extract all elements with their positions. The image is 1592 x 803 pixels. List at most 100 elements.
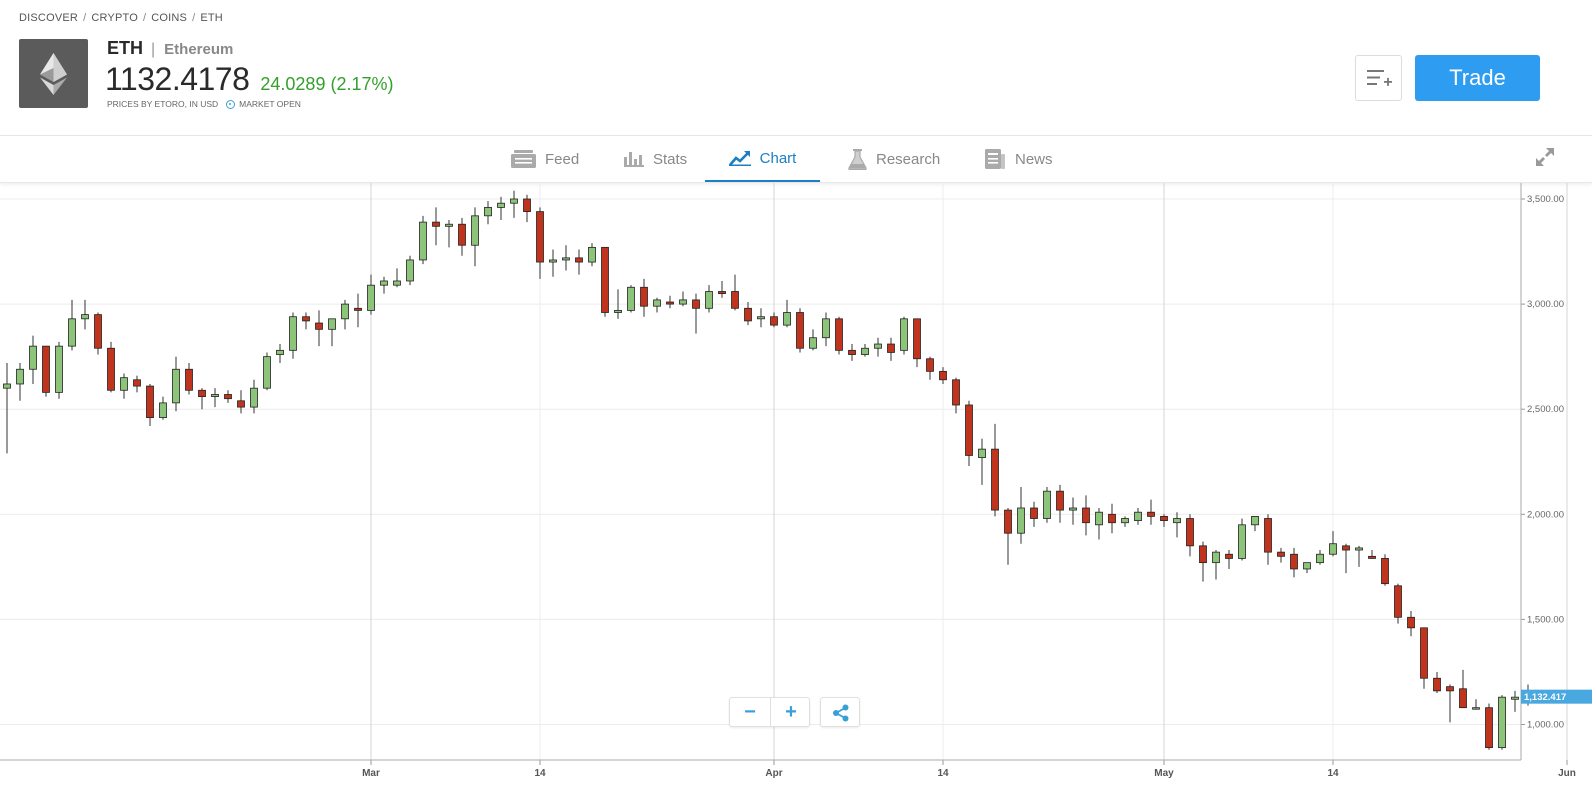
candlestick-chart[interactable]: 3,500.00 3,000.00 2,500.00 2,000.00 1,500.00…: [0, 183, 1592, 798]
x-tick-label: Jun: [1558, 768, 1576, 779]
candle-body: [965, 404, 973, 456]
candle-body: [1485, 707, 1493, 749]
candle-body: [94, 314, 102, 349]
candle-body: [640, 286, 648, 307]
candle-body: [1290, 553, 1298, 570]
candle-body: [172, 368, 180, 404]
candle-body: [1186, 518, 1194, 547]
candle-body: [1355, 547, 1363, 551]
candle-body: [783, 312, 791, 326]
candle-body: [458, 223, 466, 246]
candle-body: [1082, 507, 1090, 524]
candle-body: [380, 280, 388, 286]
candle-body: [1368, 555, 1376, 559]
candle-body: [3, 383, 11, 389]
chart-icon: [728, 151, 751, 166]
breadcrumb-discover[interactable]: DISCOVER: [19, 12, 79, 24]
candle-body: [952, 379, 960, 406]
candle-body: [614, 310, 622, 313]
current-price-tag-label: 1,132.417: [1524, 692, 1566, 703]
breadcrumb-eth: ETH: [200, 12, 223, 24]
tab-feed[interactable]: Feed: [511, 136, 579, 182]
candle-body: [978, 448, 986, 458]
tab-research[interactable]: Research: [848, 136, 940, 182]
candle-body: [1069, 507, 1077, 511]
candle-body: [1433, 677, 1441, 692]
share-chart-button[interactable]: [820, 697, 860, 727]
candle-body: [1329, 543, 1337, 555]
candle-body: [1420, 627, 1428, 679]
candle-body: [523, 198, 531, 213]
candle-body: [627, 286, 635, 311]
market-status-icon: [226, 99, 236, 109]
candle-body: [1225, 553, 1233, 559]
candle-body: [198, 389, 206, 397]
candle-body: [1394, 585, 1402, 618]
candle-body: [549, 259, 557, 263]
trade-button[interactable]: Trade: [1415, 55, 1540, 101]
candle-body: [1121, 518, 1129, 524]
candle-body: [692, 299, 700, 309]
expand-fullscreen-icon[interactable]: [1535, 147, 1555, 167]
tab-news[interactable]: News: [985, 136, 1053, 182]
candle-body: [315, 322, 323, 330]
candle-body: [29, 345, 37, 370]
prices-by-label: PRICES BY ETORO, IN USD: [107, 99, 219, 109]
candle-body: [185, 368, 193, 391]
candle-body: [848, 349, 856, 355]
x-tick-label: Apr: [765, 768, 782, 779]
candle-body: [341, 303, 349, 320]
candle-body: [1251, 516, 1259, 526]
x-tick-label: 14: [937, 768, 949, 779]
breadcrumb-separator: /: [83, 12, 87, 24]
x-tick-label: 14: [534, 768, 546, 779]
candle-body: [211, 394, 219, 397]
y-tick-label: 1,500.00: [1527, 614, 1564, 625]
zoom-in-button[interactable]: +: [771, 698, 811, 726]
price-chart[interactable]: 3,500.00 3,000.00 2,500.00 2,000.00 1,500.00…: [0, 183, 1592, 798]
minus-icon: −: [744, 701, 756, 723]
zoom-out-button[interactable]: −: [730, 698, 770, 726]
add-to-watchlist-button[interactable]: [1355, 55, 1402, 101]
market-status: MARKET OPEN: [239, 99, 301, 109]
candle-body: [224, 394, 232, 400]
candle-body: [1342, 545, 1350, 551]
candle-body: [1160, 516, 1168, 522]
candle-body: [926, 358, 934, 372]
candle-body: [1498, 696, 1506, 749]
research-flask-icon: [848, 148, 867, 170]
breadcrumb-coins[interactable]: COINS: [151, 12, 188, 24]
breadcrumb-crypto[interactable]: CRYPTO: [91, 12, 138, 24]
candle-body: [497, 202, 505, 208]
candle-body: [913, 318, 921, 360]
instrument-tabs: Feed Stats Chart Research: [0, 136, 1592, 183]
candle-body: [874, 343, 882, 349]
y-tick-label: 3,500.00: [1527, 194, 1564, 205]
candle-body: [1056, 490, 1064, 511]
tab-stats[interactable]: Stats: [624, 136, 687, 182]
candle-body: [289, 316, 297, 351]
candle-body: [796, 312, 804, 349]
plus-icon: +: [785, 701, 797, 723]
candle-body: [588, 246, 596, 263]
candle-body: [718, 291, 726, 294]
candle-body: [900, 318, 908, 351]
candle-body: [1147, 511, 1155, 517]
tab-chart[interactable]: Chart: [705, 136, 820, 182]
candle-body: [42, 345, 50, 393]
candle-body: [419, 221, 427, 261]
candle-body: [1043, 490, 1051, 519]
candle-body: [68, 318, 76, 347]
x-tick-label: May: [1154, 768, 1174, 779]
candle-body: [770, 316, 778, 326]
candle-body: [1407, 616, 1415, 629]
candle-body: [367, 284, 375, 311]
candle-body: [159, 402, 167, 419]
instrument-name: Ethereum: [164, 41, 234, 58]
candle-body: [809, 337, 817, 349]
y-tick-label: 2,500.00: [1527, 404, 1564, 415]
candle-body: [1238, 524, 1246, 559]
instrument-title: ETH | Ethereum: [107, 38, 233, 59]
price-change: 24.0289 (2.17%): [260, 74, 394, 94]
current-price: 1132.4178: [105, 61, 250, 97]
